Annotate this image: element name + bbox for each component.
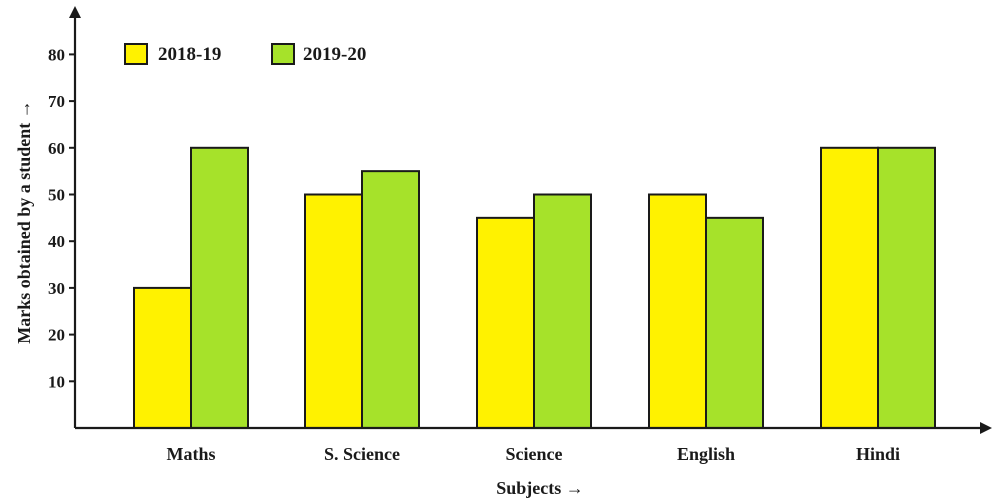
y-axis-ticks: 10 20 30 40 50 60 70 80 [48,45,75,391]
x-category-label-maths: Maths [167,444,216,464]
y-tick-label-60: 60 [48,139,65,158]
bar-english-2019-20 [705,216,764,429]
x-category-label-s-science: S. Science [324,444,400,464]
y-tick-label-80: 80 [48,45,65,64]
y-tick-label-30: 30 [48,279,65,298]
bars-group [133,146,936,430]
legend-label-2018-19: 2018-19 [158,44,221,65]
x-category-label-science: Science [506,444,563,464]
x-category-label-english: English [677,444,735,464]
bar-maths-2019-20 [190,146,249,430]
y-tick-label-50: 50 [48,186,65,205]
y-tick-label-10: 10 [48,372,65,391]
bar-hindi-2019-20 [877,146,936,430]
bar-hindi-2018-19 [820,146,879,430]
bar-science-2019-20 [533,193,592,429]
legend-swatch-2019-20 [271,43,295,65]
legend: 2018-19 2019-20 [124,43,366,65]
bar-english-2018-19 [648,193,707,429]
y-tick-label-70: 70 [48,92,65,111]
legend-label-2019-20: 2019-20 [303,44,366,65]
y-tick-label-20: 20 [48,326,65,345]
x-category-label-hindi: Hindi [856,444,900,464]
y-axis-arrowhead [69,6,81,18]
x-axis-title: Subjects → [496,478,584,498]
x-axis-arrowhead [980,422,992,434]
bar-s-science-2019-20 [361,170,420,429]
x-axis-categories: Maths S. Science Science English Hindi [167,444,901,464]
y-tick-label-40: 40 [48,232,65,251]
bar-s-science-2018-19 [304,193,363,429]
legend-swatch-2018-19 [124,43,148,65]
bar-maths-2018-19 [133,286,192,429]
y-axis-title: Marks obtained by a student → [14,100,34,344]
bar-science-2018-19 [476,216,535,429]
